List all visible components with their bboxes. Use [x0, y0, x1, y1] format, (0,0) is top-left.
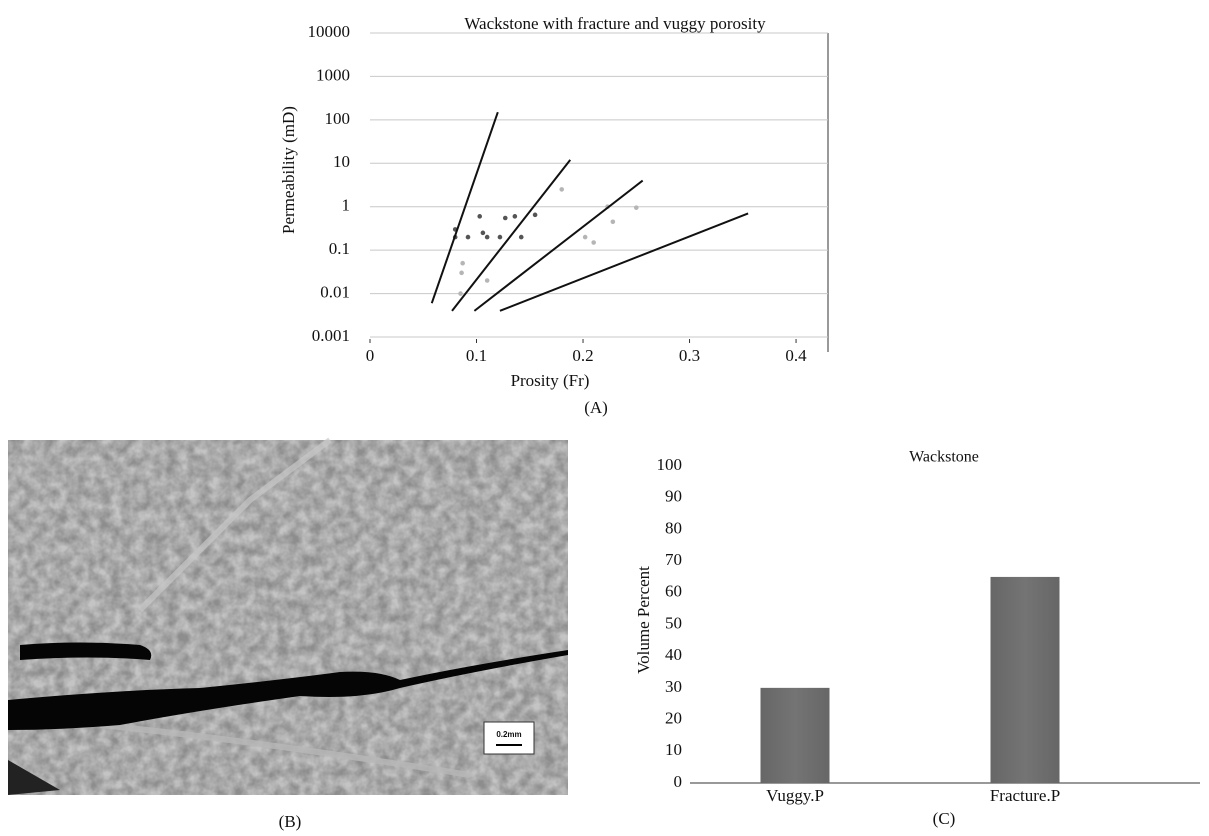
- scatter-point: [559, 187, 565, 192]
- y-tick-label: 50: [665, 613, 682, 632]
- y-tick-label: 10: [665, 740, 682, 759]
- scatter-point: [497, 234, 503, 240]
- bar-shade: [760, 687, 830, 783]
- scatter-point: [532, 212, 538, 218]
- scatter-point: [484, 278, 490, 283]
- y-axis-label: Permeability (mD): [279, 106, 298, 234]
- y-axis-label: Volume Percent: [634, 566, 653, 674]
- y-tick-label: 30: [665, 677, 682, 696]
- scatter-point: [477, 214, 483, 219]
- y-tick-label: 10: [333, 152, 350, 171]
- x-tick-label: 0.3: [679, 346, 700, 365]
- scatter-point: [459, 270, 464, 276]
- panel-caption: (A): [584, 398, 608, 417]
- y-tick-label: 10000: [308, 22, 351, 41]
- y-tick-label: 40: [665, 645, 682, 664]
- x-tick-label: 0.2: [572, 346, 593, 365]
- scatter-point: [610, 219, 616, 225]
- bar-shade: [990, 576, 1060, 783]
- x-tick-label: Fracture.P: [990, 786, 1060, 805]
- fit-line: [473, 179, 644, 312]
- y-tick-label: 1: [342, 196, 351, 215]
- x-tick-label: 0.4: [785, 346, 807, 365]
- y-tick-label: 0.01: [320, 282, 350, 301]
- y-tick-label: 90: [665, 487, 682, 506]
- fit-line: [499, 212, 749, 312]
- micrograph: 0.2mm: [8, 437, 568, 795]
- panel-caption: (C): [933, 809, 956, 828]
- y-tick-label: 100: [325, 109, 351, 128]
- y-tick-label: 70: [665, 550, 682, 569]
- y-tick-label: 0: [674, 772, 683, 791]
- fit-line: [430, 111, 499, 304]
- scatter-point: [518, 234, 524, 240]
- y-tick-label: 0.1: [329, 239, 350, 258]
- chart-title: Wackstone with fracture and vuggy porosi…: [464, 14, 766, 33]
- y-tick-label: 20: [665, 709, 682, 728]
- scatter-point: [465, 234, 471, 240]
- y-tick-label: 0.001: [312, 326, 350, 345]
- scatter-point: [582, 234, 588, 240]
- scatter-point: [512, 214, 518, 219]
- scatter-point: [480, 230, 486, 236]
- scatter-point: [502, 215, 508, 221]
- chart-title: Wackstone: [909, 449, 979, 466]
- y-tick-label: 1000: [316, 65, 350, 84]
- scale-bar-label: 0.2mm: [496, 730, 521, 739]
- scatter-point: [484, 234, 490, 240]
- scatter-point: [458, 291, 463, 296]
- y-tick-label: 80: [665, 518, 682, 537]
- y-tick-label: 100: [657, 455, 683, 474]
- x-tick-label: Vuggy.P: [766, 786, 824, 805]
- x-tick-label: 0: [366, 346, 375, 365]
- panel-caption: (B): [279, 812, 302, 831]
- x-axis-label: Prosity (Fr): [511, 371, 590, 390]
- fit-line: [451, 159, 572, 312]
- x-tick-label: 0.1: [466, 346, 487, 365]
- scatter-point: [633, 205, 639, 210]
- y-tick-label: 60: [665, 582, 682, 601]
- scatter-point: [591, 240, 596, 245]
- scatter-point: [460, 260, 465, 266]
